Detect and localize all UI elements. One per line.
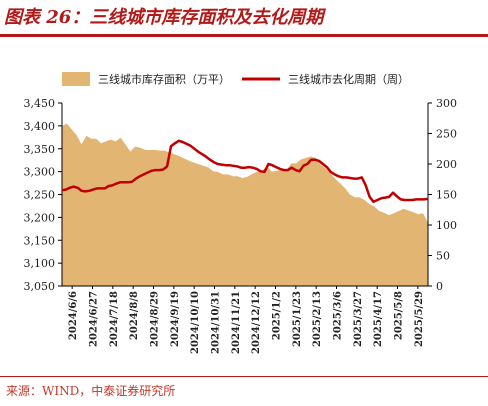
series-area-inventory	[62, 123, 428, 286]
y-right-tick-label: 300	[436, 97, 457, 110]
x-tick-label: 2024/10/10	[190, 291, 201, 354]
x-tick-label: 2024/9/19	[170, 291, 181, 347]
y-right-tick-label: 200	[436, 158, 457, 171]
source-note: 来源：WIND，中泰证券研究所	[6, 384, 176, 398]
x-tick-label: 2024/7/18	[109, 291, 120, 347]
x-tick-label: 2024/8/29	[150, 291, 161, 347]
legend-label-line: 三线城市去化周期（周）	[288, 72, 409, 86]
y-left-tick-label: 3,100	[24, 257, 56, 270]
y-right-tick-label: 50	[436, 250, 450, 263]
legend-swatch-area	[62, 72, 90, 86]
x-tick-label: 2024/6/6	[68, 291, 79, 340]
y-right-tick-label: 0	[436, 280, 443, 293]
y-left-tick-label: 3,350	[24, 143, 56, 156]
y-left-tick-label: 3,450	[24, 97, 56, 110]
x-tick-label: 2024/6/27	[89, 291, 100, 347]
y-left-tick-label: 3,050	[24, 280, 56, 293]
x-tick-label: 2025/3/6	[333, 291, 344, 340]
y-left-tick-label: 3,150	[24, 234, 56, 247]
x-tick-label: 2025/1/2	[272, 291, 283, 340]
x-tick-label: 2025/1/23	[292, 291, 303, 347]
x-tick-label: 2024/12/12	[251, 291, 262, 354]
title-rule	[0, 34, 488, 37]
plot-area: 3,050 3,100 3,150 3,200 3,250 3,300 3,350 3,400…	[24, 97, 458, 354]
series-line-turnover	[61, 139, 429, 204]
y-left-tick-label: 3,300	[24, 166, 56, 179]
x-tick-label: 2025/2/13	[312, 291, 323, 347]
x-tick-label: 2025/5/8	[394, 291, 405, 340]
chart-title: 图表 26：三线城市库存面积及去化周期	[4, 7, 324, 28]
legend: 三线城市库存面积（万平） 三线城市去化周期（周）	[62, 72, 409, 86]
x-tick-label: 2024/8/8	[129, 291, 140, 340]
x-tick-label: 2024/10/31	[211, 291, 222, 354]
x-tick-label: 2025/4/17	[373, 291, 384, 347]
y-left-tick-label: 3,250	[24, 189, 56, 202]
y-right-tick-label: 150	[436, 189, 457, 202]
x-tick-label: 2024/11/21	[231, 291, 242, 354]
x-tick-label: 2025/5/29	[414, 291, 425, 347]
chart: 三线城市库存面积（万平） 三线城市去化周期（周） 3,050 3,100 3,150…	[24, 72, 458, 354]
y-left-tick-label: 3,200	[24, 211, 56, 224]
legend-label-area: 三线城市库存面积（万平）	[98, 72, 230, 86]
x-tick-label: 2025/3/27	[353, 291, 364, 347]
footer-rule	[0, 376, 488, 377]
y-right-tick-label: 100	[436, 219, 457, 232]
y-right-tick-label: 250	[436, 128, 457, 141]
y-left-tick-label: 3,400	[24, 120, 56, 133]
